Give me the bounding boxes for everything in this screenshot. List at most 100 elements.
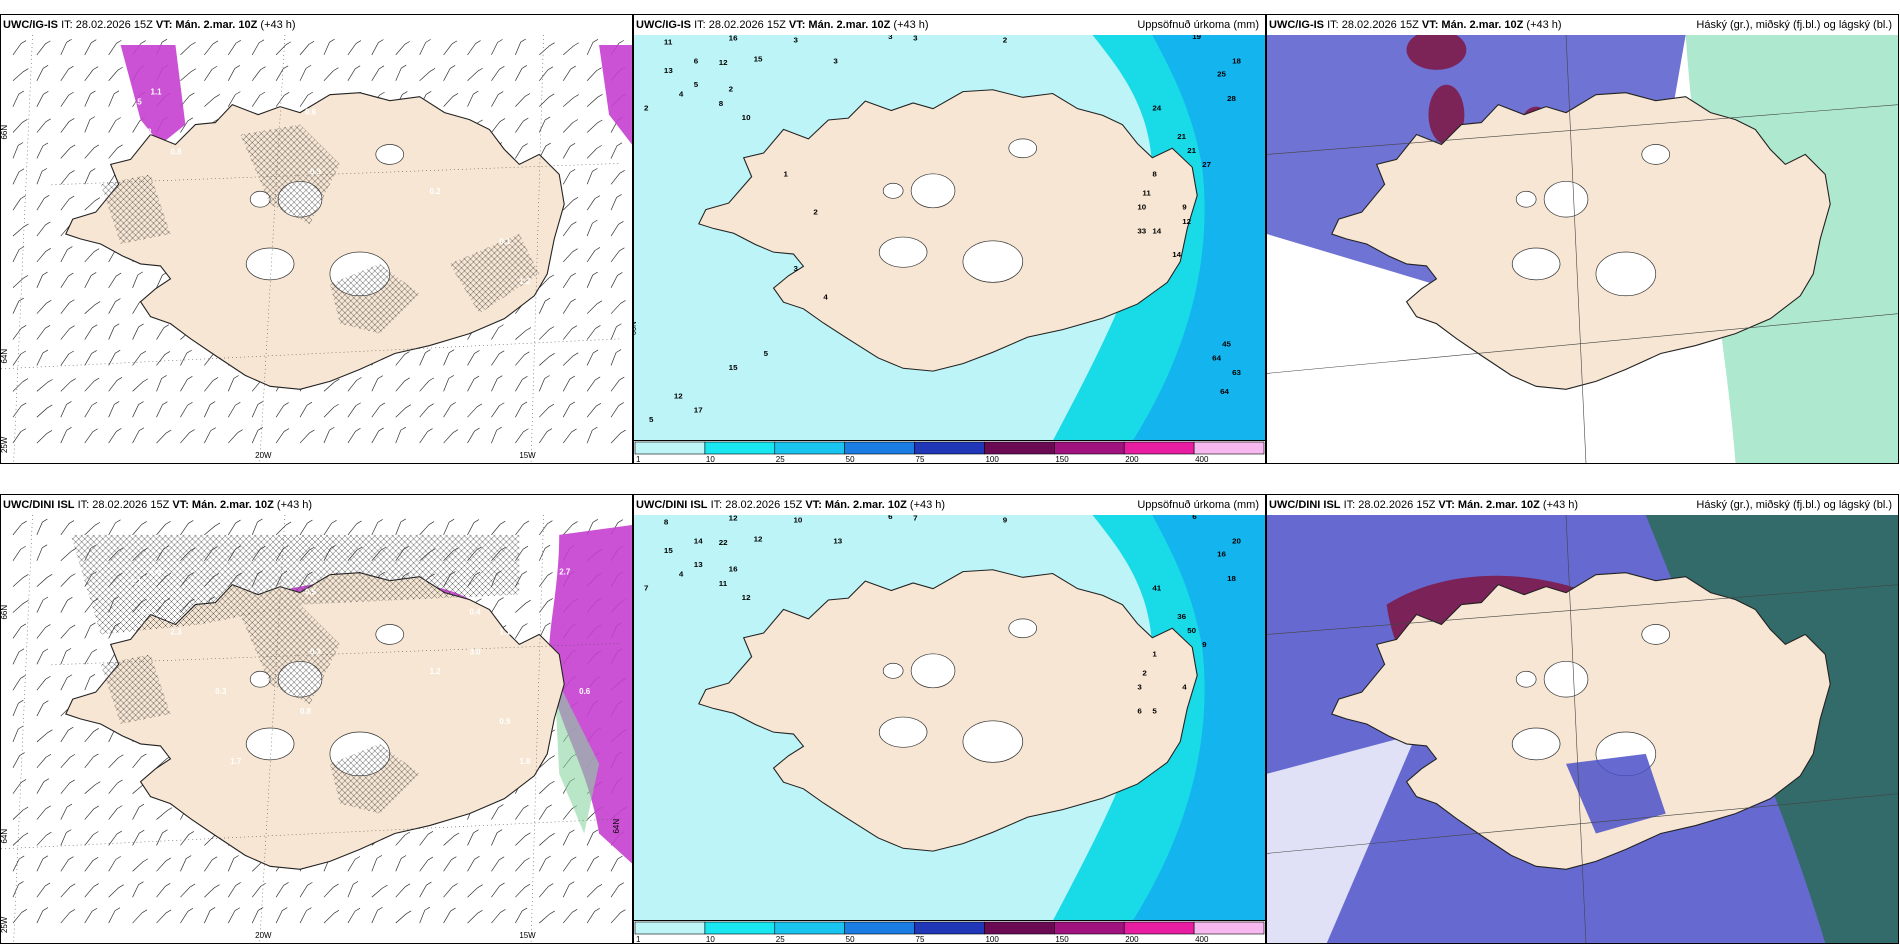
wind-barb (467, 519, 480, 536)
colorbar-segment (1054, 441, 1125, 455)
wind-barb (132, 271, 144, 288)
wind-barb (84, 39, 97, 56)
wind-barb (36, 195, 50, 211)
wind-barb (371, 375, 383, 392)
wind-barb (84, 522, 101, 536)
value-label: 0.6 (305, 108, 317, 117)
wind-barb (610, 194, 622, 211)
wind-barb (299, 40, 315, 56)
wind-barb (562, 197, 579, 211)
wind-barb (60, 648, 72, 665)
value-label: 27 (1202, 160, 1211, 169)
glacier-outline (1543, 660, 1589, 698)
wind-barb (12, 832, 29, 846)
wind-barb (84, 781, 101, 794)
wind-barb (371, 907, 383, 924)
wind-barb (419, 377, 435, 392)
colorbar-tick: 75 (916, 935, 925, 943)
wind-barb (156, 401, 168, 418)
map-area: 8 12 10 13 6 7 9 6 15 14 22 12 16 20 16 13 11 12 18 4 7 41 36 5… (634, 515, 1265, 921)
wind-barb (371, 427, 384, 444)
wind-barb (491, 520, 506, 536)
wind-barb (515, 832, 531, 846)
wind-barb (12, 297, 25, 314)
wind-barb (515, 520, 530, 536)
value-label: 4 (679, 90, 684, 99)
wind-barb (60, 573, 76, 587)
wind-barb (108, 298, 121, 314)
wind-barb (515, 117, 529, 133)
wind-barb (12, 378, 29, 392)
wind-barb (515, 327, 532, 340)
wind-barb (371, 519, 383, 536)
wind-barb (180, 520, 194, 536)
wind-barb (108, 805, 123, 820)
wind-barb (586, 145, 602, 159)
wind-barb (36, 907, 49, 924)
wind-barb (60, 909, 76, 924)
wind-barb (12, 90, 25, 107)
value-label: 3 (833, 57, 838, 66)
wind-barb (12, 648, 25, 665)
value-label: 15 (664, 546, 674, 555)
wind-barb (610, 429, 626, 444)
precip-band (1132, 35, 1265, 441)
latitude-label: 66N (1, 125, 9, 140)
value-label: 16 (1217, 550, 1227, 559)
wind-barb (491, 804, 504, 820)
wind-barb (60, 401, 72, 418)
wind-barb (467, 67, 483, 82)
value-label: 1.5 (141, 608, 153, 617)
hatched-area (329, 263, 420, 334)
value-label: 5 (649, 415, 654, 424)
glacier-outline (375, 624, 405, 645)
wind-barb (562, 119, 579, 133)
wind-barb (132, 427, 145, 444)
wind-barb (156, 375, 167, 392)
wind-barb (12, 699, 24, 717)
wind-barb (156, 324, 170, 340)
wind-barb (84, 301, 101, 314)
wind-barb (299, 401, 313, 418)
wind-barb (610, 909, 626, 924)
wind-barb (12, 520, 27, 536)
wind-barb (419, 349, 431, 366)
longitude-label: 20W (255, 451, 272, 460)
colorbar-segment (634, 441, 706, 455)
wind-barb (586, 325, 601, 340)
wind-barb (84, 674, 96, 691)
wind-barb (419, 403, 434, 418)
colorbar-svg: 1 10 25 50 75 100 150 200 400 (634, 921, 1265, 943)
wind-barb (108, 856, 121, 872)
wind-barb (251, 66, 266, 81)
graticule (1267, 35, 1898, 463)
wind-barb (539, 352, 555, 366)
wind-barb (60, 548, 77, 562)
glacier-outline (1543, 180, 1589, 218)
wind-barb (60, 829, 72, 846)
field-title: Uppsöfnuð úrkoma (mm) (1137, 499, 1259, 511)
colorbar-tick: 1 (636, 455, 641, 463)
value-label: 6 (888, 515, 893, 521)
init-time: IT: 28.02.2026 15Z (694, 19, 786, 31)
wind-barb (60, 118, 75, 133)
wind-barb (347, 40, 362, 56)
panel-header: UWC/DINI ISL IT: 28.02.2026 15Z VT: Mán.… (1, 495, 632, 515)
valid-time: VT: Mán. 2.mar. 10Z (172, 499, 274, 511)
init-time: IT: 28.02.2026 15Z (61, 19, 153, 31)
value-label: 1.2 (430, 667, 442, 676)
valid-time: VT: Mán. 2.mar. 10Z (1438, 499, 1540, 511)
wind-barb (84, 648, 97, 665)
value-label: 13 (694, 560, 704, 569)
wind-barb (539, 93, 555, 107)
wind-barb (347, 428, 361, 444)
wind-barb (12, 40, 27, 56)
hatched-area (329, 743, 420, 814)
glacier-outline (245, 247, 295, 281)
value-label: 5 (694, 80, 699, 89)
panel-header: UWC/IG-IS IT: 28.02.2026 15Z VT: Mán. 2.… (634, 15, 1265, 35)
iceland-coastline (698, 569, 1198, 852)
glacier-outline (1515, 190, 1537, 208)
wind-barb (84, 831, 99, 846)
